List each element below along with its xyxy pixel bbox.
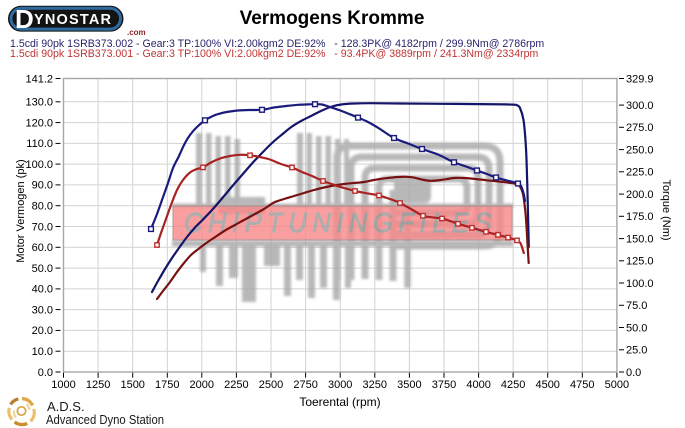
svg-text:100.0: 100.0 xyxy=(25,159,53,171)
svg-text:80.0: 80.0 xyxy=(32,201,53,213)
svg-text:CHIPTUNINGFILES: CHIPTUNINGFILES xyxy=(184,207,497,238)
svg-text:25.0: 25.0 xyxy=(626,345,647,357)
svg-text:0.0: 0.0 xyxy=(626,367,641,379)
svg-text:175.0: 175.0 xyxy=(626,211,654,223)
svg-text:4750: 4750 xyxy=(570,379,594,391)
svg-text:3750: 3750 xyxy=(432,379,456,391)
svg-text:4500: 4500 xyxy=(535,379,559,391)
svg-text:A.D.S.: A.D.S. xyxy=(47,399,85,414)
svg-text:2250: 2250 xyxy=(224,379,248,391)
svg-text:YNOSTAR: YNOSTAR xyxy=(34,12,112,28)
svg-text:70.0: 70.0 xyxy=(32,221,53,233)
svg-text:130.0: 130.0 xyxy=(25,97,53,109)
svg-text:225.0: 225.0 xyxy=(626,167,654,179)
svg-text:1000: 1000 xyxy=(51,379,75,391)
svg-text:3250: 3250 xyxy=(363,379,387,391)
svg-text:30.0: 30.0 xyxy=(32,304,53,316)
svg-text:4000: 4000 xyxy=(466,379,490,391)
svg-text:3000: 3000 xyxy=(328,379,352,391)
svg-text:50.0: 50.0 xyxy=(32,263,53,275)
svg-text:1.5cdi 90pk 1SRB373.002 - Gear: 1.5cdi 90pk 1SRB373.002 - Gear:3 TP:100%… xyxy=(10,38,544,50)
svg-text:60.0: 60.0 xyxy=(32,242,53,254)
svg-text:50.0: 50.0 xyxy=(626,322,647,334)
svg-text:Torque (Nm): Torque (Nm) xyxy=(660,179,672,240)
svg-text:110.0: 110.0 xyxy=(26,138,53,150)
svg-text:10.0: 10.0 xyxy=(32,346,53,358)
svg-text:329.9: 329.9 xyxy=(626,73,654,85)
svg-text:300.0: 300.0 xyxy=(626,100,654,112)
svg-text:0.0: 0.0 xyxy=(38,367,53,379)
svg-text:1.5cdi 90pk 1SRB373.001 - Gear: 1.5cdi 90pk 1SRB373.001 - Gear:3 TP:100%… xyxy=(10,48,539,60)
svg-text:2750: 2750 xyxy=(293,379,317,391)
svg-text:200.0: 200.0 xyxy=(626,189,654,201)
svg-text:4250: 4250 xyxy=(501,379,525,391)
svg-text:90.0: 90.0 xyxy=(32,180,53,192)
svg-text:.com: .com xyxy=(127,28,146,37)
svg-text:Toerental (rpm): Toerental (rpm) xyxy=(299,395,380,409)
svg-text:D: D xyxy=(15,4,34,34)
svg-text:Motor Vermogen (pk): Motor Vermogen (pk) xyxy=(15,159,27,262)
svg-text:3500: 3500 xyxy=(397,379,421,391)
svg-text:1500: 1500 xyxy=(120,379,144,391)
svg-text:Advanced Dyno Station: Advanced Dyno Station xyxy=(46,413,164,427)
svg-text:2500: 2500 xyxy=(259,379,283,391)
svg-text:1750: 1750 xyxy=(155,379,179,391)
svg-text:275.0: 275.0 xyxy=(626,122,654,134)
svg-text:2000: 2000 xyxy=(190,379,214,391)
svg-text:20.0: 20.0 xyxy=(32,325,53,337)
svg-text:5000: 5000 xyxy=(605,379,629,391)
svg-text:125.0: 125.0 xyxy=(626,256,654,268)
svg-text:40.0: 40.0 xyxy=(32,284,53,296)
svg-text:1250: 1250 xyxy=(86,379,110,391)
svg-text:141.2: 141.2 xyxy=(25,73,53,85)
svg-text:120.0: 120.0 xyxy=(25,117,53,129)
svg-text:75.0: 75.0 xyxy=(626,300,647,312)
svg-text:250.0: 250.0 xyxy=(626,144,654,156)
svg-text:150.0: 150.0 xyxy=(626,233,654,245)
svg-text:Vermogens Kromme: Vermogens Kromme xyxy=(240,8,425,29)
svg-text:100.0: 100.0 xyxy=(626,278,654,290)
